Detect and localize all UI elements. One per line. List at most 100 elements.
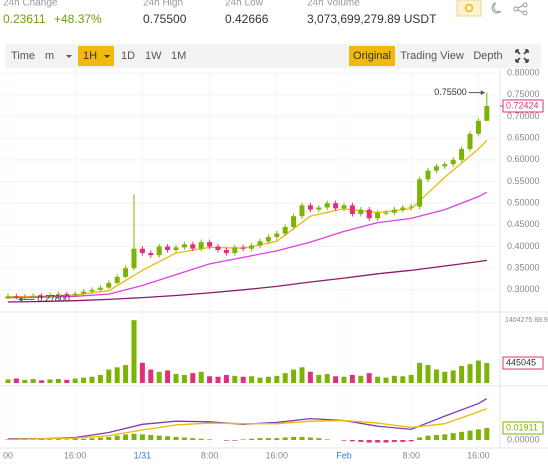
- minute-select[interactable]: m: [45, 50, 54, 62]
- volume-bar: [123, 365, 129, 383]
- volume-bar: [467, 364, 473, 383]
- y-tick-label: 0.30000: [507, 284, 540, 294]
- moving-average: [7, 139, 488, 298]
- interval[interactable]: 1M: [171, 50, 186, 62]
- macd-tag: [502, 421, 544, 435]
- hour-select[interactable]: [78, 46, 114, 66]
- candle-body: [232, 247, 238, 253]
- hour-label: 1H: [83, 50, 97, 62]
- change-value: 0.23611: [3, 12, 46, 26]
- macd-bar: [106, 436, 112, 441]
- candle-body: [383, 212, 389, 214]
- macd-bar: [383, 440, 389, 443]
- volume-value: 3,073,699,279.89 USDT: [307, 12, 437, 26]
- y-tick-label: 0.40000: [507, 241, 540, 251]
- volume-bar: [81, 377, 87, 383]
- candle-body: [282, 227, 288, 234]
- volume-bar: [232, 375, 238, 383]
- change-label: 24h Change: [3, 0, 58, 9]
- sun-button[interactable]: [456, 0, 482, 17]
- moon-icon[interactable]: [491, 2, 502, 14]
- candle-body: [173, 247, 179, 250]
- candle-body: [425, 170, 431, 180]
- candle-body: [316, 207, 322, 210]
- candle-body: [450, 159, 456, 165]
- volume-bar: [400, 376, 406, 383]
- candle-body: [475, 120, 481, 134]
- volume-bar: [97, 374, 103, 383]
- macd-bar: [341, 440, 347, 441]
- interval[interactable]: 1D: [121, 50, 135, 62]
- volume-bar: [433, 369, 439, 383]
- volume-bar: [425, 365, 431, 383]
- x-tick-label: Feb: [336, 450, 352, 460]
- candle-body: [47, 295, 53, 298]
- volume-bar: [307, 371, 313, 383]
- interval[interactable]: 1W: [145, 50, 162, 62]
- macd-bar: [375, 440, 381, 443]
- volume-bar: [148, 369, 154, 383]
- candle-body: [55, 294, 61, 296]
- volume-bar: [240, 376, 246, 383]
- volume-bar: [39, 380, 45, 383]
- volume-bar: [190, 373, 196, 383]
- macd-bar: [148, 434, 154, 441]
- macd-bar: [156, 435, 162, 441]
- candle-body: [417, 179, 423, 207]
- volume-bar: [375, 376, 381, 383]
- candle-body: [333, 203, 339, 209]
- view-tab[interactable]: Trading View: [400, 50, 464, 62]
- volume-bar: [89, 376, 95, 383]
- macd-bar: [5, 439, 11, 441]
- view-tab[interactable]: Depth: [473, 50, 502, 62]
- macd-bar: [400, 440, 406, 442]
- candle-body: [265, 236, 271, 242]
- candle-body: [341, 205, 347, 209]
- candle-body: [181, 244, 187, 248]
- arrow-head: [18, 296, 23, 302]
- candle-body: [13, 296, 19, 298]
- candle-body: [30, 295, 36, 297]
- volume-bar: [484, 363, 490, 383]
- candle-body: [97, 287, 103, 290]
- share-dot: [522, 10, 528, 16]
- volume-bar: [450, 370, 456, 383]
- low-label: 24h Low: [225, 0, 264, 9]
- macd-bar: [173, 436, 179, 441]
- macd-bar: [47, 439, 53, 441]
- volume-bar: [181, 374, 187, 383]
- candle-body: [467, 133, 473, 149]
- volume-bar: [5, 379, 11, 383]
- volume-bar: [173, 374, 179, 383]
- candle-body: [240, 247, 246, 249]
- candle-body: [106, 282, 112, 288]
- volume-bar: [341, 376, 347, 383]
- volume-bar: [30, 378, 36, 383]
- macd-bar: [324, 439, 330, 441]
- candle-body: [307, 205, 313, 210]
- fullscreen-icon[interactable]: [515, 49, 529, 63]
- candle-body: [375, 212, 381, 219]
- volume-bar: [72, 378, 78, 383]
- volume-bar: [475, 360, 481, 383]
- y-tick-label: 0.60000: [507, 154, 540, 164]
- macd-bar: [89, 438, 95, 441]
- volume-bar: [139, 362, 145, 383]
- dropdown-arrow: [104, 55, 110, 58]
- candle-body: [207, 242, 213, 247]
- candle-body: [5, 296, 11, 299]
- dropdown-arrow: [66, 55, 72, 58]
- macd-bar: [299, 436, 305, 441]
- macd-bar: [240, 439, 246, 441]
- original-tab[interactable]: [349, 46, 395, 66]
- candle-body: [484, 105, 490, 121]
- candle-body: [408, 206, 414, 208]
- volume-bar: [249, 376, 255, 383]
- macd-bar: [282, 437, 288, 441]
- volume-bar: [55, 378, 61, 383]
- macd-bar: [207, 439, 213, 441]
- y-tick-label: 0.50000: [507, 198, 540, 208]
- macd-bar: [425, 435, 431, 441]
- x-tick-label: 16:00: [467, 450, 490, 460]
- macd-bar: [139, 434, 145, 441]
